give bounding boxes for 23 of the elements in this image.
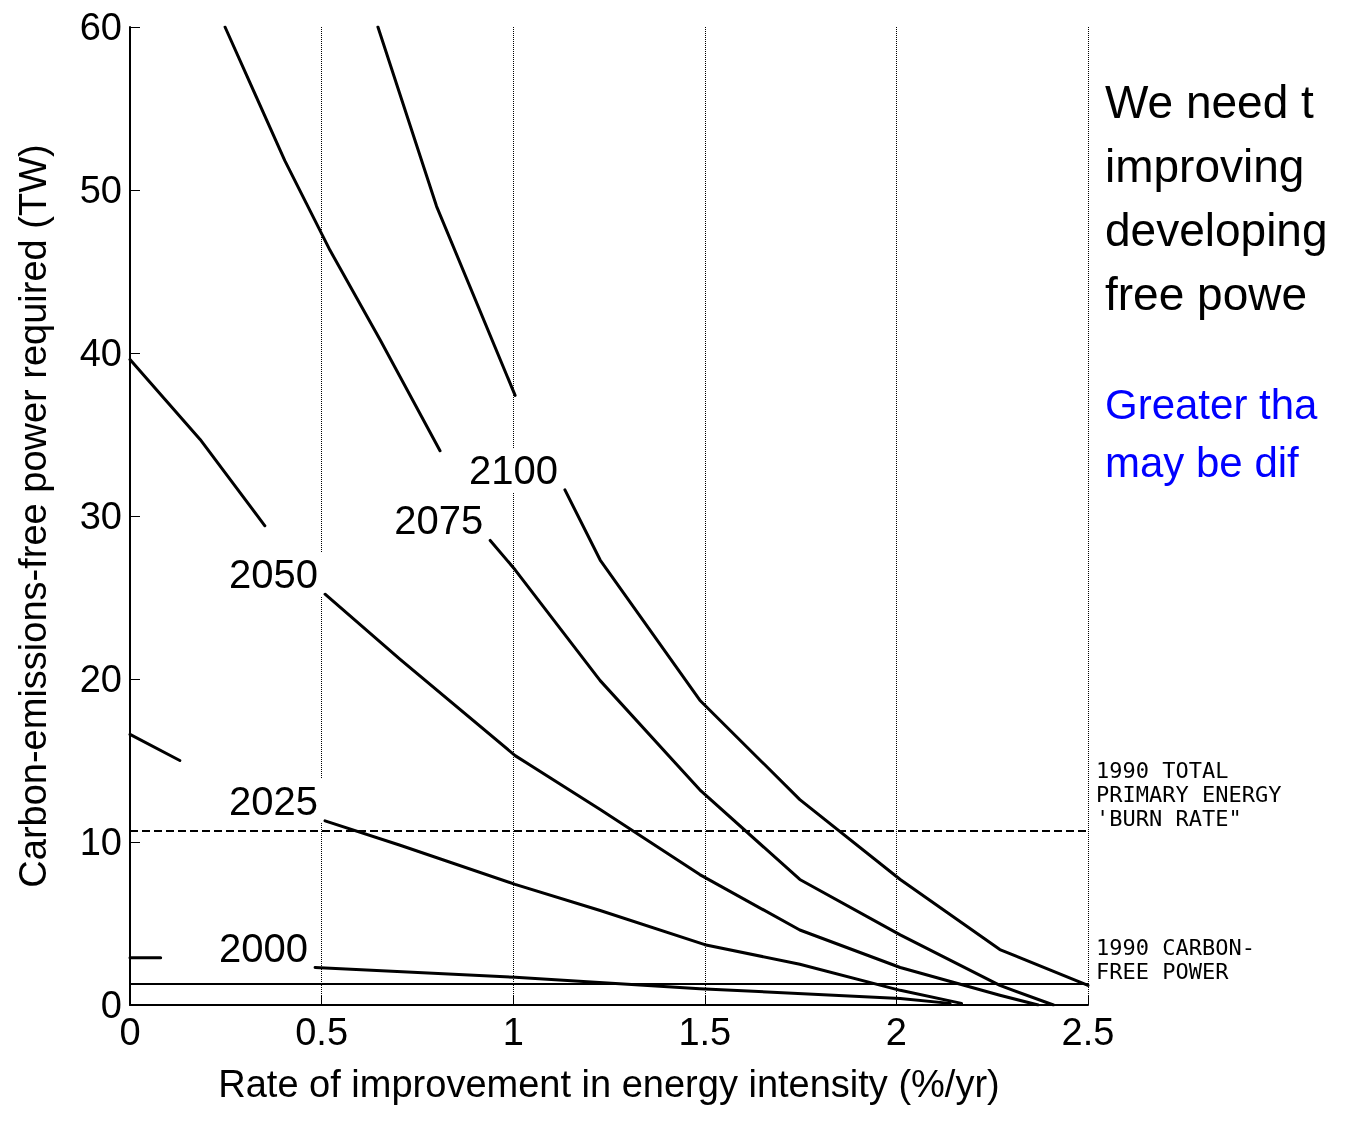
x-tick-label: 1.5	[678, 1011, 732, 1053]
text: We need t improving developing free powe	[1105, 76, 1328, 320]
y-tick-label: 20	[79, 658, 122, 700]
y-tick-label: 10	[79, 821, 122, 863]
series-label: 2000	[219, 925, 309, 970]
x-tick-label: 2.5	[1061, 1011, 1115, 1053]
series-label: 2075	[394, 498, 484, 543]
series-label: 2025	[229, 778, 319, 823]
y-tick-label: 50	[79, 169, 122, 211]
series-label: 2100	[468, 447, 558, 492]
x-tick-label: 0.5	[295, 1011, 349, 1053]
ref-line-label: 1990 TOTAL PRIMARY ENERGY 'BURN RATE"	[1096, 758, 1282, 832]
y-tick-label: 40	[79, 332, 122, 374]
y-tick-label: 0	[100, 984, 122, 1026]
x-tick-label: 2	[885, 1011, 907, 1053]
x-axis-title: Rate of improvement in energy intensity (%/yr)	[218, 1063, 1000, 1105]
ref-line-label: 1990 CARBON- FREE POWER	[1096, 935, 1255, 985]
text: Greater tha may be dif	[1105, 380, 1319, 486]
series-label: 2050	[229, 552, 319, 597]
y-axis-title: Carbon-emissions-free power required (TW)	[12, 144, 54, 888]
x-tick-label: 1	[502, 1011, 524, 1053]
y-tick-label: 30	[79, 495, 122, 537]
y-tick-label: 60	[79, 6, 122, 48]
